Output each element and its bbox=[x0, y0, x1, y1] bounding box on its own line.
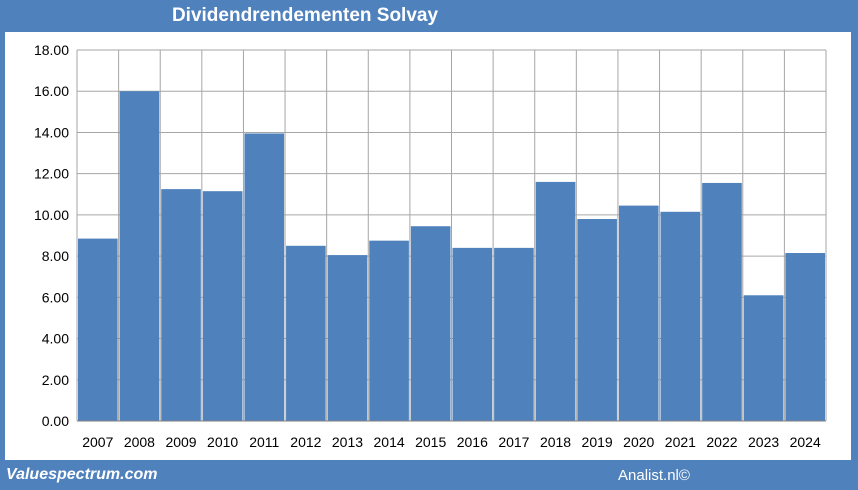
x-tick-label: 2019 bbox=[582, 434, 613, 450]
y-tick-label: 14.00 bbox=[34, 124, 69, 140]
bar-chart: 0.00 2.00 4.00 6.00 8.00 10.00 12.00 14.00 16.00… bbox=[34, 42, 827, 450]
x-tick-label: 2009 bbox=[165, 434, 196, 450]
y-tick-label: 0.00 bbox=[42, 413, 69, 429]
chart-title: Dividendrendementen Solvay bbox=[171, 5, 439, 26]
y-tick-label: 12.00 bbox=[34, 166, 69, 182]
y-tick-label: 2.00 bbox=[42, 372, 69, 388]
bar bbox=[161, 189, 201, 421]
bar bbox=[785, 253, 825, 421]
footer-source-left: Valuespectrum.com bbox=[6, 466, 158, 483]
y-tick-label: 18.00 bbox=[34, 42, 69, 58]
bar bbox=[369, 240, 409, 421]
bar bbox=[743, 295, 784, 421]
x-tick-label: 2012 bbox=[290, 434, 321, 450]
bar bbox=[78, 238, 118, 421]
bar bbox=[452, 247, 493, 421]
bar bbox=[577, 219, 617, 421]
bar bbox=[410, 226, 451, 421]
x-tick-label: 2010 bbox=[207, 434, 238, 450]
x-tick-label: 2017 bbox=[498, 434, 529, 450]
x-tick-label: 2013 bbox=[332, 434, 363, 450]
x-tick-label: 2023 bbox=[748, 434, 779, 450]
bar bbox=[660, 211, 701, 421]
x-tick-label: 2008 bbox=[124, 434, 155, 450]
y-tick-label: 16.00 bbox=[34, 83, 69, 99]
x-tick-label: 2024 bbox=[790, 434, 821, 450]
x-tick-label: 2014 bbox=[374, 434, 405, 450]
y-tick-label: 6.00 bbox=[42, 289, 69, 305]
bar bbox=[702, 182, 742, 421]
x-tick-label: 2015 bbox=[415, 434, 446, 450]
x-tick-label: 2022 bbox=[706, 434, 737, 450]
plot-panel: 0.00 2.00 4.00 6.00 8.00 10.00 12.00 14.00 16.00… bbox=[5, 32, 851, 460]
y-tick-label: 4.00 bbox=[42, 331, 69, 347]
x-tick-label: 2016 bbox=[457, 434, 488, 450]
x-tick-label: 2018 bbox=[540, 434, 571, 450]
y-tick-label: 10.00 bbox=[34, 207, 69, 223]
bar bbox=[119, 91, 160, 421]
bar bbox=[244, 133, 285, 421]
x-tick-label: 2020 bbox=[623, 434, 654, 450]
bar bbox=[202, 191, 243, 421]
bar bbox=[618, 205, 659, 421]
x-tick-label: 2007 bbox=[82, 434, 113, 450]
footer-source-right: Analist.nl© bbox=[618, 467, 690, 484]
bar bbox=[286, 245, 326, 421]
x-tick-label: 2011 bbox=[249, 434, 279, 450]
bar bbox=[494, 247, 534, 421]
bar bbox=[535, 181, 576, 421]
y-tick-label: 8.00 bbox=[42, 248, 69, 264]
bar bbox=[327, 255, 368, 421]
x-tick-label: 2021 bbox=[665, 434, 696, 450]
